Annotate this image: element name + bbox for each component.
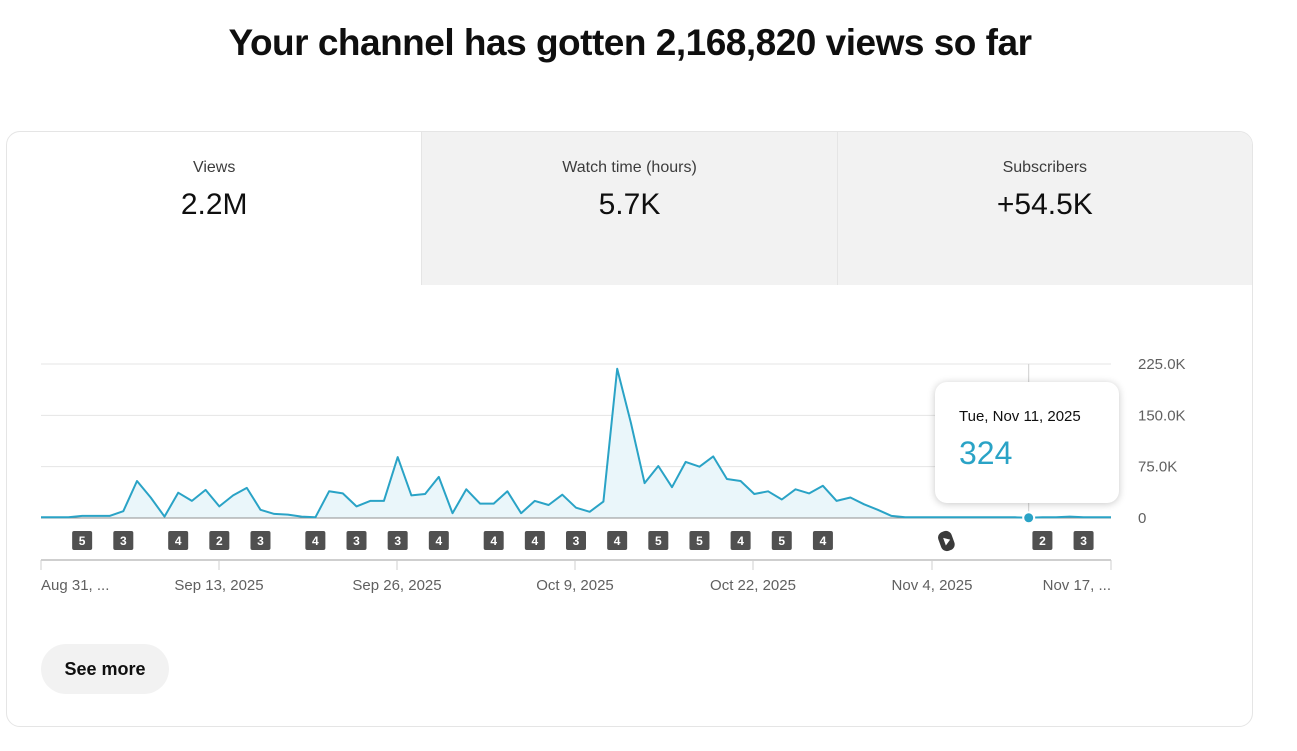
upload-marker[interactable] [250, 531, 271, 550]
highlight-point[interactable] [1022, 511, 1036, 525]
upload-marker-count: 5 [778, 534, 785, 548]
x-tick-label: Nov 4, 2025 [892, 577, 973, 594]
upload-marker[interactable] [689, 531, 710, 550]
views-line [41, 367, 1111, 519]
upload-marker-count: 5 [79, 534, 86, 548]
shorts-icon[interactable] [936, 529, 956, 553]
upload-marker-count: 3 [573, 534, 580, 548]
views-chart[interactable]: 0 75.0K 150.0K 225.0K 5 3 4 2 3 4 3 3 4 4 4 3 4 5 5 4 5 4 2 3 Au… [7, 132, 1252, 726]
upload-marker-count: 4 [737, 534, 744, 548]
upload-marker-count: 2 [1039, 534, 1046, 548]
x-tick-label: Sep 13, 2025 [174, 577, 263, 594]
upload-marker-count: 4 [532, 534, 539, 548]
upload-marker[interactable] [168, 531, 189, 550]
x-tick-label: Nov 17, ... [1043, 577, 1111, 594]
upload-marker[interactable] [648, 531, 669, 550]
upload-marker[interactable] [524, 531, 545, 550]
upload-marker[interactable] [483, 531, 504, 550]
upload-marker[interactable] [771, 531, 792, 550]
tab-subscribers-label: Subscribers [1002, 159, 1088, 176]
y-tick-label: 75.0K [1138, 459, 1177, 476]
upload-marker-count: 4 [490, 534, 497, 548]
x-tick-label: Sep 26, 2025 [352, 577, 441, 594]
upload-marker[interactable] [209, 531, 230, 550]
views-area [41, 368, 1111, 518]
upload-marker-count: 4 [435, 534, 442, 548]
tab-watch-time[interactable]: Watch time (hours) 5.7K [421, 132, 837, 285]
tab-views[interactable]: Views 2.2M [7, 132, 421, 285]
analytics-card: Views 2.2M Watch time (hours) 5.7K Subsc… [6, 131, 1253, 727]
tab-subscribers-value: +54.5K [996, 188, 1093, 221]
metric-tabs: Views 2.2M Watch time (hours) 5.7K Subsc… [7, 132, 1252, 285]
upload-marker[interactable] [812, 531, 833, 550]
upload-marker-count: 2 [216, 534, 223, 548]
upload-marker[interactable] [428, 531, 449, 550]
upload-marker-count: 3 [353, 534, 360, 548]
y-tick-label: 0 [1138, 510, 1146, 527]
upload-marker-count: 5 [655, 534, 662, 548]
tab-views-value: 2.2M [180, 188, 248, 221]
upload-marker-count: 4 [175, 534, 182, 548]
upload-marker-count: 3 [394, 534, 401, 548]
upload-marker[interactable] [1032, 531, 1053, 550]
tab-watch-time-label: Watch time (hours) [562, 159, 697, 176]
upload-marker-count: 4 [820, 534, 827, 548]
upload-marker[interactable] [566, 531, 586, 550]
y-tick-label: 225.0K [1138, 356, 1186, 373]
upload-marker-count: 3 [120, 534, 127, 548]
tab-watch-time-value: 5.7K [598, 188, 661, 221]
tooltip-value: 324 [959, 435, 1013, 471]
x-tick-label: Oct 9, 2025 [536, 577, 614, 594]
tooltip-date: Tue, Nov 11, 2025 [959, 408, 1081, 425]
upload-marker-count: 5 [696, 534, 703, 548]
upload-marker[interactable] [1073, 531, 1094, 550]
upload-marker-count: 3 [1080, 534, 1087, 548]
upload-marker[interactable] [730, 531, 751, 550]
upload-marker[interactable] [113, 531, 134, 550]
upload-marker[interactable] [607, 531, 628, 550]
upload-marker[interactable] [387, 531, 408, 550]
tab-subscribers[interactable]: Subscribers +54.5K [836, 132, 1252, 285]
y-tick-label: 150.0K [1138, 407, 1186, 424]
upload-marker[interactable] [72, 531, 93, 550]
page-headline: Your channel has gotten 2,168,820 views … [228, 22, 1032, 63]
upload-marker[interactable] [305, 531, 326, 550]
see-more-button[interactable]: See more [41, 644, 169, 694]
x-tick-label: Oct 22, 2025 [710, 577, 796, 594]
chart-tooltip: Tue, Nov 11, 2025 324 [935, 382, 1119, 503]
tab-views-label: Views [192, 159, 236, 176]
upload-marker-count: 3 [257, 534, 264, 548]
upload-marker-count: 4 [614, 534, 621, 548]
x-tick-label: Aug 31, ... [41, 577, 109, 594]
upload-marker[interactable] [346, 531, 367, 550]
upload-marker-count: 4 [312, 534, 319, 548]
